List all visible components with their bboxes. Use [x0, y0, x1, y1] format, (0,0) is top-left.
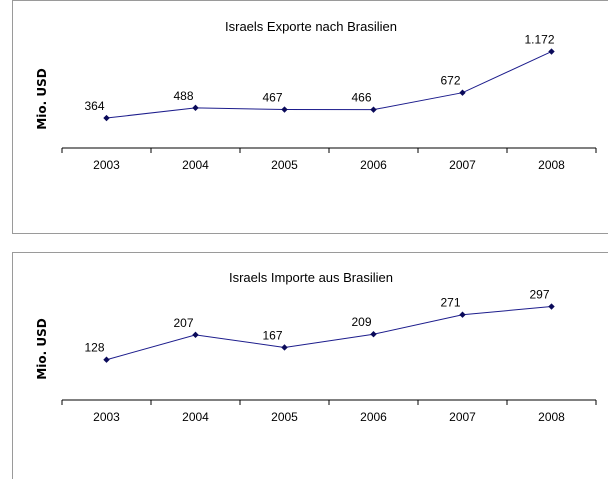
data-label: 128 [84, 341, 104, 355]
series-markers [103, 48, 555, 122]
chart-title: Israels Exporte nach Brasilien [225, 19, 397, 34]
x-tick-label: 2008 [538, 158, 565, 172]
x-tick-label: 2006 [360, 158, 387, 172]
x-tick-label: 2007 [449, 158, 476, 172]
data-point [103, 114, 110, 122]
data-point [459, 89, 466, 96]
series-line [106, 51, 552, 119]
data-point [459, 311, 466, 318]
x-tick-label: 2005 [271, 410, 298, 424]
data-label: 672 [440, 74, 460, 88]
x-tick-label: 2004 [182, 410, 209, 424]
data-point [192, 331, 199, 339]
exports-line-chart: Israels Exporte nach Brasilien Mio. USD … [35, 19, 597, 172]
data-label: 271 [440, 296, 460, 310]
x-tick-label: 2006 [360, 410, 387, 424]
exports-chart-panel: Israels Exporte nach Brasilien Mio. USD … [12, 0, 608, 234]
x-tick-label: 2004 [182, 158, 209, 172]
data-point [103, 356, 110, 363]
data-point [548, 48, 555, 55]
x-axis-ticks [61, 400, 597, 405]
data-point [192, 104, 199, 112]
data-point [370, 331, 377, 338]
data-point [281, 344, 288, 351]
imports-line-chart: Israels Importe aus Brasilien Mio. USD 2… [35, 270, 597, 424]
data-labels: 364 488 467 466 672 1.172 [84, 33, 554, 114]
y-axis-label: Mio. USD [35, 318, 49, 379]
data-label: 297 [529, 288, 549, 302]
data-point [548, 303, 555, 310]
data-label: 364 [84, 99, 104, 113]
data-label: 209 [351, 315, 371, 329]
y-axis-label: Mio. USD [35, 68, 49, 129]
imports-chart-panel: Israels Importe aus Brasilien Mio. USD 2… [12, 252, 608, 479]
data-label: 1.172 [524, 33, 554, 47]
x-tick-label: 2003 [93, 410, 120, 424]
data-point [370, 106, 377, 113]
chart-title: Israels Importe aus Brasilien [229, 270, 393, 285]
x-tick-label: 2008 [538, 410, 565, 424]
data-label: 488 [173, 89, 193, 103]
x-tick-label: 2005 [271, 158, 298, 172]
data-label: 167 [262, 328, 282, 342]
data-label: 207 [173, 316, 193, 330]
series-line [106, 306, 552, 361]
x-axis-ticks [61, 148, 597, 153]
x-axis-tick-labels: 2003 2004 2005 2006 2007 2008 [93, 410, 565, 424]
data-labels: 128 207 167 209 271 297 [84, 288, 549, 355]
x-tick-label: 2003 [93, 158, 120, 172]
data-point [281, 106, 288, 113]
data-label: 466 [351, 91, 371, 105]
x-tick-label: 2007 [449, 410, 476, 424]
data-label: 467 [262, 91, 282, 105]
x-axis-tick-labels: 2003 2004 2005 2006 2007 2008 [93, 158, 565, 172]
